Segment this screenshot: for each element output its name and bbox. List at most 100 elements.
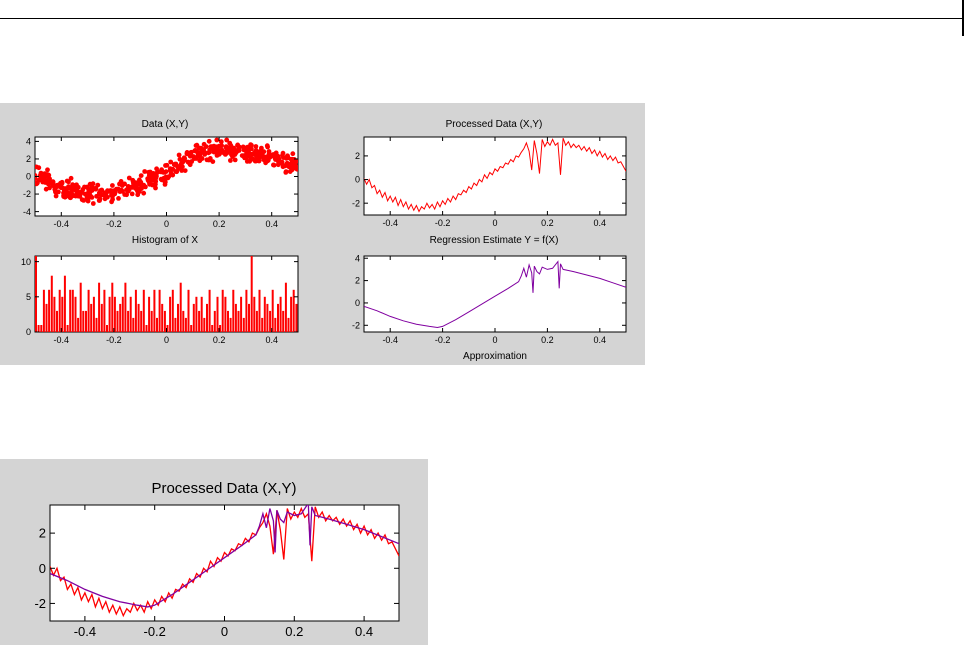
histogram-bar	[50, 275, 53, 332]
histogram-bar	[277, 303, 279, 332]
data-point	[35, 181, 39, 187]
data-point	[124, 192, 129, 198]
data-point	[280, 150, 286, 156]
histogram-bar	[92, 296, 95, 332]
histogram-bar	[85, 310, 87, 332]
data-point	[116, 196, 121, 201]
histogram-bar	[153, 289, 156, 332]
x-tick-label: 0.2	[213, 335, 226, 345]
figure-combined: Processed Data (X,Y) -0.4 -0.2 0 0.2 0.4 -2 0 2	[0, 459, 428, 645]
data-point	[195, 153, 201, 159]
histogram-bar	[234, 303, 237, 332]
x-tick-label: 0.4	[594, 335, 607, 345]
data-point	[85, 198, 91, 204]
histogram-bar	[37, 325, 40, 332]
histogram-bar	[182, 310, 185, 332]
data-point	[139, 186, 144, 191]
data-point	[253, 144, 259, 149]
histogram-bar	[148, 296, 151, 332]
data-point	[273, 157, 278, 162]
x-tick-label: 0.4	[594, 218, 607, 228]
data-point	[118, 180, 124, 186]
data-point	[58, 180, 63, 186]
histogram-bar	[127, 310, 130, 332]
histogram-bar	[295, 303, 298, 332]
data-point	[218, 139, 224, 145]
x-tick-label: -0.4	[74, 624, 96, 639]
y-tick-label: 2	[39, 526, 46, 541]
plot-marks	[364, 260, 626, 329]
y-tick-label: 0	[355, 298, 360, 308]
data-point	[43, 180, 48, 185]
histogram-bar	[71, 289, 74, 332]
data-point	[239, 153, 245, 158]
histogram-bar	[216, 296, 219, 332]
data-point	[226, 147, 232, 153]
histogram-bar	[61, 296, 64, 332]
data-point	[97, 196, 103, 202]
data-point	[68, 175, 74, 181]
histogram-bar	[150, 310, 153, 332]
plot-area	[363, 136, 627, 216]
x-tick-label: -0.2	[106, 219, 122, 229]
plot-marks	[50, 505, 399, 618]
data-point	[287, 169, 293, 174]
data-point	[178, 164, 184, 169]
y-tick-label: 2	[355, 151, 360, 161]
data-point	[152, 175, 158, 181]
x-tick-label: 0.4	[355, 624, 373, 639]
histogram-bar	[290, 296, 293, 332]
histogram-bar	[237, 310, 240, 332]
histogram-bar	[74, 296, 77, 332]
histogram-bar	[245, 289, 248, 332]
histogram-bar	[42, 289, 45, 332]
histogram-bar	[156, 317, 158, 332]
data-point	[271, 162, 276, 168]
data-point	[86, 189, 91, 195]
data-point	[214, 137, 220, 143]
histogram-bar	[106, 325, 108, 332]
histogram-bar	[87, 289, 90, 332]
data-point	[53, 193, 59, 199]
x-tick-label: -0.2	[106, 335, 122, 345]
histogram-bar	[250, 256, 253, 332]
data-point	[52, 186, 58, 192]
data-point	[133, 186, 138, 191]
y-tick-label: -4	[23, 207, 31, 217]
histogram-bar	[82, 310, 85, 332]
data-point	[79, 197, 85, 203]
histogram-bar	[266, 303, 269, 332]
data-point	[193, 143, 199, 148]
y-tick-label: 0	[26, 172, 31, 182]
histogram-bar	[111, 282, 114, 332]
data-point	[147, 181, 153, 187]
histogram-bar	[229, 317, 232, 332]
page-header-rule	[0, 0, 962, 19]
data-point	[126, 186, 131, 192]
data-point	[232, 157, 238, 163]
data-point	[258, 148, 263, 154]
histogram-bar	[119, 303, 122, 332]
data-point	[182, 156, 188, 161]
histogram-bar	[248, 303, 250, 332]
histogram-bar	[161, 303, 164, 332]
y-tick-label: 5	[26, 292, 31, 302]
histogram-bar	[129, 296, 132, 332]
data-point	[244, 159, 250, 164]
histogram-bar	[35, 256, 37, 332]
histogram-bar	[258, 289, 261, 332]
histogram-bar	[145, 325, 148, 332]
x-tick-label: 0	[164, 335, 169, 345]
data-point	[212, 147, 217, 152]
figure-overview: Data (X,Y) -0.4 -0.2 0 0.2 0.4 -4 -2 0 2 4 Histog…	[0, 103, 645, 365]
data-point	[135, 192, 141, 198]
data-point	[273, 150, 279, 156]
data-point	[89, 184, 95, 189]
histogram-bar	[292, 289, 295, 332]
data-point	[130, 179, 136, 184]
chart-title: Histogram of X	[132, 235, 198, 246]
x-tick-label: 0.2	[285, 624, 303, 639]
data-point	[90, 201, 96, 206]
y-tick-label: 0	[355, 175, 360, 185]
histogram-bar	[163, 310, 166, 332]
